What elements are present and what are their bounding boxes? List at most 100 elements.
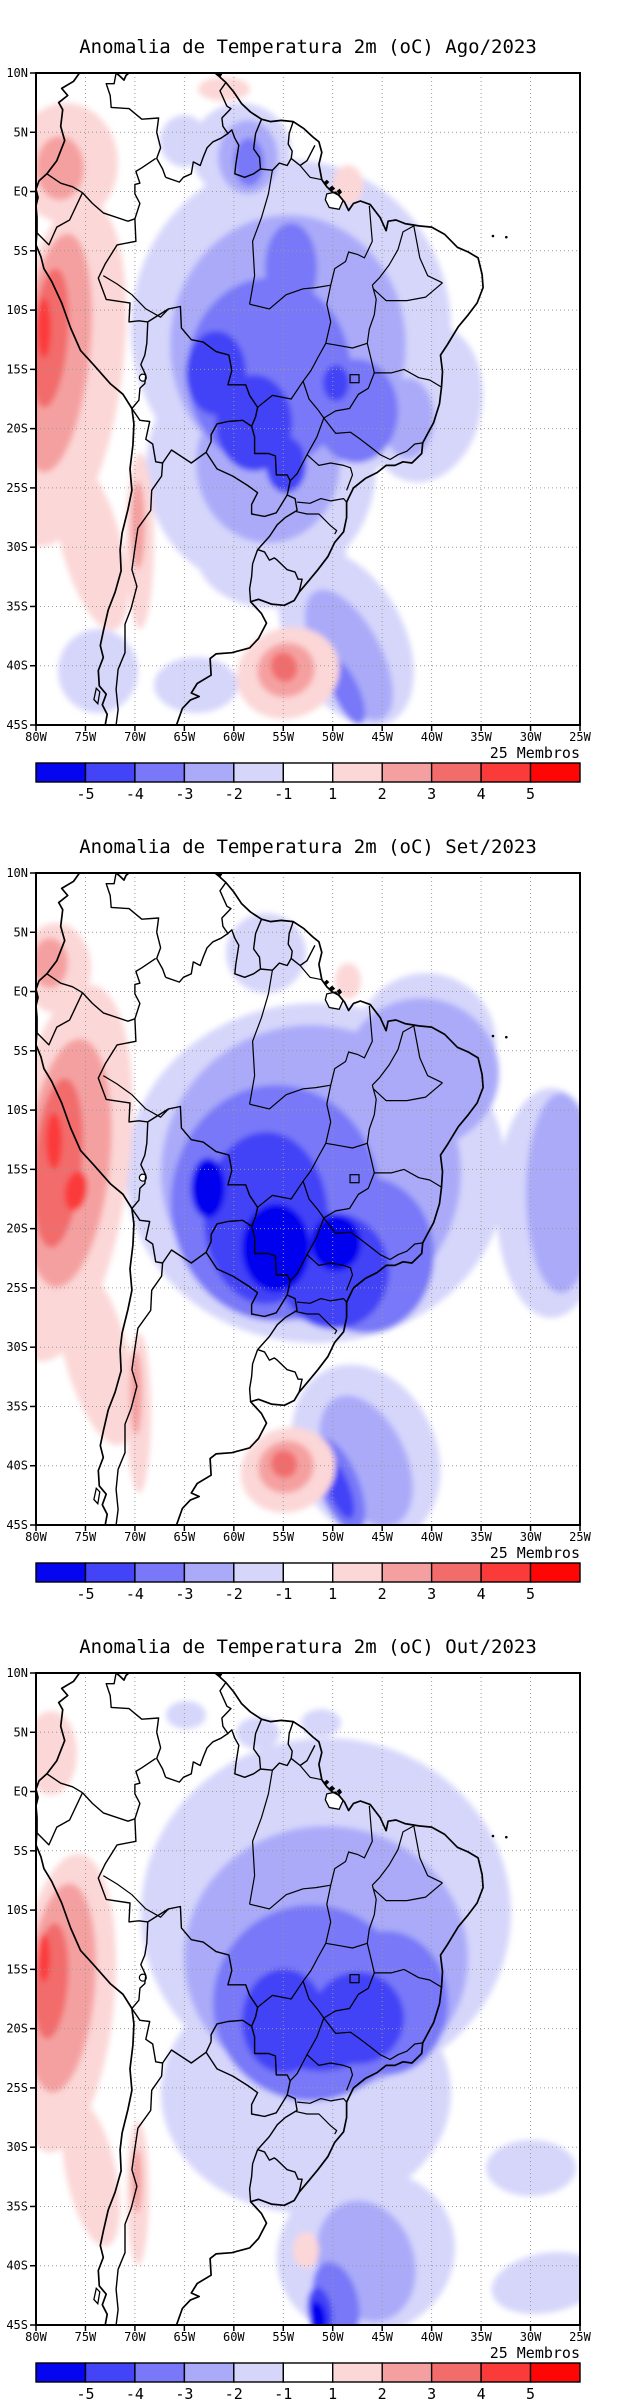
- colorbar-tick-label: 4: [477, 1585, 486, 1600]
- country-borders: [35, 872, 316, 1526]
- colorbar-cell: [480, 762, 532, 783]
- colorbar-cell: [430, 762, 482, 783]
- colorbar-tick-label: -4: [126, 2385, 144, 2400]
- colorbar-cell: [282, 762, 334, 783]
- lat-tick-label: 10S: [6, 1103, 28, 1117]
- delta-islet: [336, 988, 343, 996]
- map-set-2023: Anomalia de Temperatura 2m (oC) Set/2023…: [6, 836, 591, 1600]
- colorbar-cell: [35, 762, 87, 783]
- colorbar-cell: [183, 762, 235, 783]
- colorbar-tick-label: -2: [225, 1585, 243, 1600]
- members-label: 25 Membros: [490, 1544, 580, 1562]
- lon-tick-label: 70W: [124, 730, 146, 744]
- chiloe-island: [93, 1486, 101, 1506]
- lat-tick-label: EQ: [14, 1785, 28, 1799]
- lon-tick-label: 40W: [421, 730, 443, 744]
- colorbar-tick-label: -1: [274, 785, 292, 800]
- lon-tick-label: 25W: [569, 2330, 591, 2344]
- lon-tick-label: 40W: [421, 2330, 443, 2344]
- lon-tick-label: 75W: [75, 1530, 97, 1544]
- island-dot: [505, 1035, 508, 1039]
- lon-tick-label: 50W: [322, 2330, 344, 2344]
- distrito-federal-border: [349, 1974, 360, 1984]
- lon-tick-label: 30W: [520, 730, 542, 744]
- lon-tick-label: 80W: [25, 1530, 47, 1544]
- colorbar-tick-label: -3: [175, 1585, 193, 1600]
- lat-tick-label: 45S: [6, 1518, 28, 1532]
- lon-tick-label: 75W: [75, 730, 97, 744]
- colorbar-cell: [233, 1562, 285, 1583]
- map-ago-2023: Anomalia de Temperatura 2m (oC) Ago/2023…: [6, 36, 591, 800]
- lat-tick-label: 25S: [6, 1281, 28, 1295]
- colorbar-tick-label: -3: [175, 2385, 193, 2400]
- colorbar-tick-label: -4: [126, 785, 144, 800]
- coastline: [35, 1672, 484, 2326]
- colorbar-tick-label: 4: [477, 785, 486, 800]
- coastline: [35, 872, 484, 1526]
- colorbar-tick-label: 3: [427, 2385, 436, 2400]
- lat-tick-label: EQ: [14, 985, 28, 999]
- lon-tick-label: 40W: [421, 1530, 443, 1544]
- colorbar-cell: [529, 762, 581, 783]
- colorbar-cell: [381, 2362, 433, 2383]
- lat-tick-label: 5S: [14, 1844, 28, 1858]
- colorbar: -5 -4 -3 -2 -1 1 2 3 4 5: [35, 2362, 581, 2400]
- anomaly-field: [36, 1701, 580, 2325]
- colorbar: -5 -4 -3 -2 -1 1 2 3 4 5: [35, 762, 581, 800]
- colorbar-cell: [480, 2362, 532, 2383]
- colorbar-cell: [35, 1562, 87, 1583]
- lat-tick-label: 15S: [6, 362, 28, 376]
- colorbar-cell: [233, 762, 285, 783]
- marajo-island: [324, 991, 344, 1011]
- map-area: [35, 72, 581, 726]
- colorbar-tick-label: 2: [378, 785, 387, 800]
- lon-tick-label: 50W: [322, 1530, 344, 1544]
- lake-titicaca: [138, 1173, 147, 1182]
- colorbar-tick-label: -2: [225, 2385, 243, 2400]
- lon-tick-label: 55W: [272, 1530, 294, 1544]
- colorbar-tick-label: -1: [274, 1585, 292, 1600]
- lat-tick-label: 45S: [6, 2318, 28, 2332]
- island-dot: [491, 1834, 495, 1838]
- colorbar-tick-label: -5: [76, 1585, 94, 1600]
- lat-tick-label: 40S: [6, 1459, 28, 1473]
- lat-tick-label: EQ: [14, 185, 28, 199]
- colorbar-tick-label: -3: [175, 785, 193, 800]
- lat-tick-label: 40S: [6, 659, 28, 673]
- lat-tick-label: 20S: [6, 422, 28, 436]
- lat-tick-label: 20S: [6, 1222, 28, 1236]
- lon-tick-label: 65W: [174, 1530, 196, 1544]
- island-dot: [505, 235, 508, 239]
- colorbar-cell: [84, 1562, 136, 1583]
- lat-tick-label: 5N: [14, 125, 28, 139]
- delta-islet: [216, 1673, 223, 1678]
- colorbar-tick-label: 5: [526, 2385, 535, 2400]
- map-frame: [35, 1672, 581, 2326]
- map-area: [35, 872, 581, 1526]
- colorbar-tick-label: -1: [274, 2385, 292, 2400]
- axis-ticks: [30, 72, 581, 731]
- colorbar-cell: [332, 1562, 383, 1583]
- colorbar-cell: [332, 762, 383, 783]
- panel-title: Anomalia de Temperatura 2m (oC) Ago/2023: [79, 36, 537, 58]
- lon-tick-label: 80W: [25, 730, 47, 744]
- island-dot: [491, 1034, 495, 1038]
- lon-tick-label: 50W: [322, 730, 344, 744]
- lon-tick-label: 65W: [174, 2330, 196, 2344]
- lat-tick-label: 35S: [6, 2199, 28, 2213]
- colorbar-cell: [480, 1562, 532, 1583]
- lat-tick-label: 45S: [6, 718, 28, 732]
- colorbar-tick-label: 3: [427, 785, 436, 800]
- colorbar-tick-label: 1: [328, 1585, 337, 1600]
- lon-tick-label: 80W: [25, 2330, 47, 2344]
- lat-tick-label: 10N: [6, 66, 28, 80]
- lon-tick-label: 35W: [470, 2330, 492, 2344]
- chiloe-island: [93, 2286, 101, 2306]
- state-borders: [102, 1765, 443, 2135]
- lat-tick-label: 5N: [14, 1725, 28, 1739]
